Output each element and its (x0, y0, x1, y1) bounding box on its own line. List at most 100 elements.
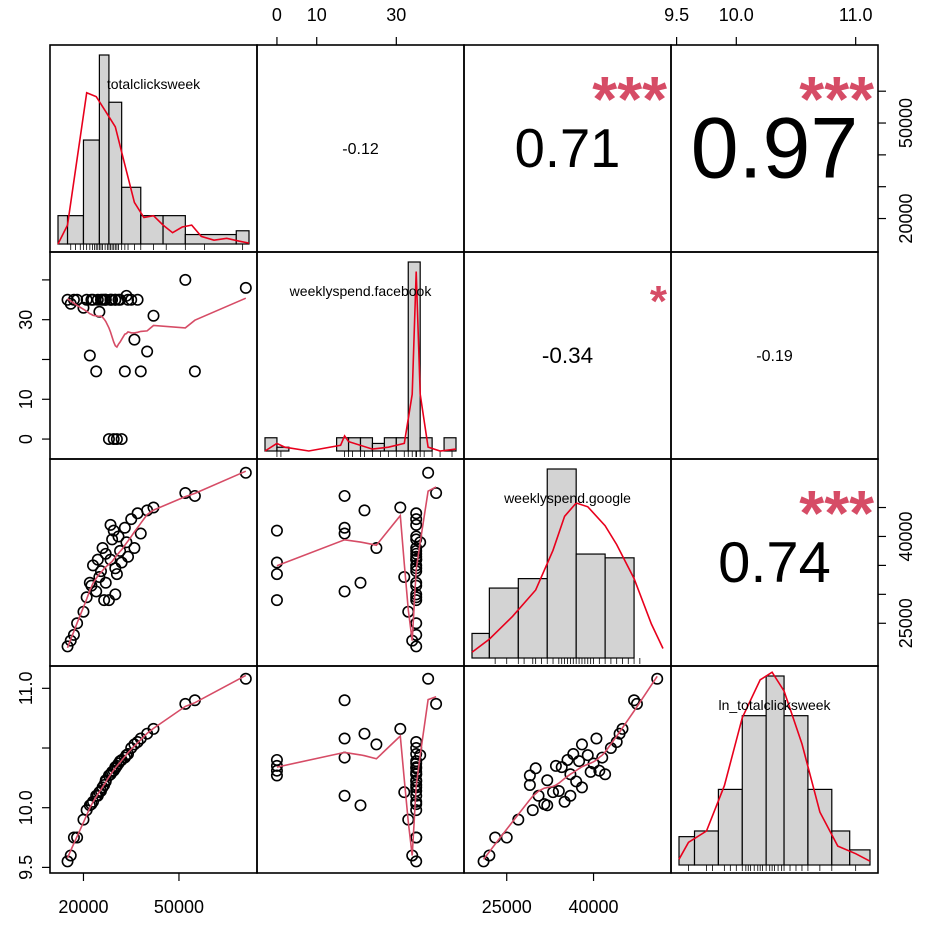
significance-stars: *** (799, 477, 874, 549)
data-point (410, 755, 423, 768)
variable-name-1: weeklyspend.facebook (289, 283, 433, 299)
data-point (270, 594, 283, 607)
tick-label: 30 (16, 310, 36, 330)
tick-label: 20000 (58, 897, 108, 917)
data-point (483, 849, 496, 862)
histogram-bar (517, 578, 548, 659)
data-point (125, 513, 138, 526)
data-point (107, 433, 120, 446)
smooth-line (482, 675, 658, 860)
data-point (77, 301, 90, 314)
data-point (147, 722, 160, 735)
pairs-matrix: totalclicksweek-0.12 0.71***0.97***weekly… (16, 5, 916, 917)
data-point (573, 755, 586, 768)
data-point (118, 751, 131, 764)
data-point (128, 542, 141, 555)
tick-label: 50000 (896, 98, 916, 148)
histogram-bar (383, 437, 397, 452)
histogram-bar (108, 101, 123, 245)
panel-r2-c2: weeklyspend.google (463, 458, 672, 667)
panel-frame (256, 665, 465, 874)
tick-label: 10 (307, 5, 327, 25)
data-point (98, 293, 111, 306)
panel-r2-c3: 0.74*** (670, 458, 879, 667)
tick-label: 40000 (896, 511, 916, 561)
data-point (523, 779, 536, 792)
tick-label: 30 (386, 5, 406, 25)
correlation-value: -0.12 (342, 141, 379, 158)
data-point (102, 433, 115, 446)
data-point (85, 798, 98, 811)
data-point (128, 333, 141, 346)
data-point (94, 293, 107, 306)
data-point (529, 762, 542, 775)
data-point (85, 293, 98, 306)
histogram-bar (575, 553, 606, 659)
data-point (410, 761, 423, 774)
data-point (128, 738, 141, 751)
data-point (410, 617, 423, 630)
data-point (179, 273, 192, 286)
data-point (71, 831, 84, 844)
data-point (430, 697, 443, 710)
data-point (270, 524, 283, 537)
data-point (239, 672, 252, 685)
data-point (91, 789, 104, 802)
data-point (109, 588, 122, 601)
tick-label: 11.0 (16, 671, 36, 705)
data-point (96, 542, 109, 555)
panel-r0-c3: 0.97*** (670, 44, 879, 253)
data-point (270, 769, 283, 782)
histogram-bar (488, 587, 519, 659)
histogram-bar (604, 557, 635, 659)
data-point (98, 779, 111, 792)
data-point (410, 507, 423, 520)
tick-label: 0 (16, 434, 36, 444)
data-point (584, 765, 597, 778)
smooth-line (276, 486, 437, 641)
data-point (141, 345, 154, 358)
data-point (270, 568, 283, 581)
histogram-bar (546, 468, 577, 659)
data-point (109, 761, 122, 774)
tick-label: 11.0 (839, 5, 873, 25)
data-point (270, 556, 283, 569)
data-point (99, 576, 112, 589)
data-point (338, 521, 351, 534)
data-point (112, 757, 125, 770)
tick-label: 10.0 (16, 790, 36, 825)
data-point (581, 749, 594, 762)
data-point (354, 799, 367, 812)
panel-frame (670, 665, 879, 874)
smooth-line (66, 674, 247, 859)
data-point (628, 694, 641, 707)
variable-name-3: ln_totalclicksweek (718, 697, 831, 713)
data-point (575, 738, 588, 751)
tick-label: 25000 (482, 897, 532, 917)
data-point (430, 487, 443, 500)
tick-label: 25000 (896, 598, 916, 648)
tick-label: 50000 (154, 897, 204, 917)
data-point (338, 732, 351, 745)
correlation-value: 0.74 (718, 531, 831, 595)
data-point (91, 293, 104, 306)
data-point (523, 769, 536, 782)
data-point (83, 349, 96, 362)
data-point (410, 804, 423, 817)
tick-label: 9.5 (664, 5, 689, 25)
histogram-bar (443, 437, 457, 452)
data-point (112, 530, 125, 543)
data-point (370, 738, 383, 751)
data-point (71, 617, 84, 630)
smooth-line (67, 297, 247, 349)
data-point (120, 536, 133, 549)
variable-name-0: totalclicksweek (107, 76, 201, 92)
data-point (64, 634, 77, 647)
data-point (188, 365, 201, 378)
data-point (410, 855, 423, 868)
data-point (338, 694, 351, 707)
data-point (596, 751, 609, 764)
data-point (599, 768, 612, 781)
panel-r1-c0 (49, 251, 258, 460)
